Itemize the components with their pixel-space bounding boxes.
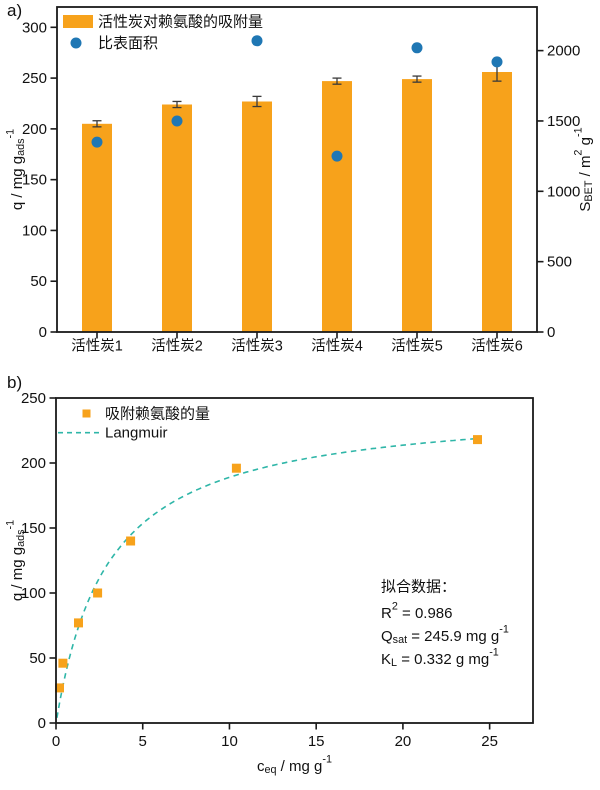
legend-bar-label: 活性炭对赖氨酸的吸附量 <box>98 13 263 30</box>
left-tick-label: 200 <box>22 120 47 137</box>
left-axis-title: q / mg gads-1 <box>4 129 27 210</box>
error-bar-4 <box>332 77 342 85</box>
bar-3 <box>242 101 272 332</box>
x-tick-label: 15 <box>308 733 325 750</box>
plot-frame-a <box>56 6 538 333</box>
plot-frame-b <box>55 397 534 724</box>
scatter-points-group <box>55 435 482 693</box>
y-tick-label: 150 <box>21 520 46 537</box>
annotation-line-1: R2 = 0.986 <box>381 600 453 621</box>
category-label-4: 活性炭4 <box>311 338 363 355</box>
legend-square-label: 吸附赖氨酸的量 <box>105 405 210 422</box>
left-tick-label: 100 <box>22 222 47 239</box>
y-tick-label: 100 <box>21 585 46 602</box>
annotation-title: 拟合数据： <box>381 578 456 595</box>
x-tick-label: 5 <box>139 733 147 750</box>
left-tick-label: 150 <box>22 171 47 188</box>
bars-group <box>82 62 512 332</box>
scatter-point-6 <box>231 463 241 473</box>
panel-a-label: a) <box>7 1 23 20</box>
right-tick-label: 1500 <box>547 112 580 129</box>
panel-b: 0 50 100 150 200 250 0 5 10 15 20 25 q / mg gads-1 ce… <box>4 390 534 776</box>
sbet-dots-group <box>91 35 503 162</box>
sbet-dot-4 <box>331 150 343 162</box>
error-bar-2 <box>172 100 182 109</box>
bar-6 <box>482 72 512 332</box>
y-axis-title: q / mg gads-1 <box>4 520 27 601</box>
category-label-1: 活性炭1 <box>71 338 123 355</box>
legend-dot-label: 比表面积 <box>98 35 158 52</box>
legend-square-swatch <box>82 409 91 418</box>
error-bar-3 <box>252 95 262 108</box>
panel-a: 0 50 100 150 200 250 300 0 500 1000 1500 2000 活性炭1 活性… <box>4 6 595 355</box>
sbet-dot-3 <box>251 35 263 47</box>
x-tick-label: 20 <box>395 733 412 750</box>
category-label-5: 活性炭5 <box>391 338 443 355</box>
scatter-point-7 <box>473 435 482 445</box>
left-tick-label: 250 <box>22 70 47 87</box>
left-tick-label: 300 <box>22 19 47 36</box>
sbet-dot-2 <box>171 115 183 127</box>
y-tick-label: 50 <box>29 650 46 667</box>
legend-bar-swatch <box>63 15 93 28</box>
panel-b-label: b) <box>7 373 23 392</box>
legend-dot-swatch <box>70 37 82 49</box>
left-tick-label: 0 <box>39 324 47 341</box>
x-tick-label: 25 <box>481 733 498 750</box>
bar-5 <box>402 79 432 332</box>
scatter-point-3 <box>74 618 83 628</box>
bar-4 <box>322 81 352 332</box>
x-tick-label: 10 <box>221 733 238 750</box>
scatter-point-5 <box>126 536 136 546</box>
category-label-3: 活性炭3 <box>231 338 283 355</box>
x-axis-title: ceq / mg g-1 <box>257 753 332 776</box>
right-axis-title: SBET / m2 g-1 <box>572 127 595 211</box>
bar-2 <box>162 104 192 332</box>
error-bar-5 <box>412 75 422 83</box>
sbet-dot-6 <box>491 56 503 68</box>
right-tick-label: 500 <box>547 253 572 270</box>
left-tick-label: 50 <box>30 273 47 290</box>
sbet-dot-1 <box>91 136 103 148</box>
y-tick-label: 250 <box>21 390 46 407</box>
legend-b: 吸附赖氨酸的量 Langmuir <box>58 405 210 441</box>
scatter-point-1 <box>55 683 64 693</box>
x-tick-label: 0 <box>52 733 60 750</box>
category-label-6: 活性炭6 <box>471 338 523 355</box>
right-tick-label: 2000 <box>547 42 580 59</box>
y-tick-label: 0 <box>38 715 46 732</box>
legend-dash-label: Langmuir <box>105 424 168 441</box>
category-label-2: 活性炭2 <box>151 338 203 355</box>
y-tick-label: 200 <box>21 455 46 472</box>
scatter-point-2 <box>58 658 68 668</box>
error-bar-1 <box>92 120 102 128</box>
scatter-point-4 <box>93 588 103 598</box>
sbet-dot-5 <box>411 42 423 54</box>
right-tick-label: 1000 <box>547 183 580 200</box>
right-tick-label: 0 <box>547 324 555 341</box>
bar-1 <box>82 123 112 332</box>
annotation-line-2: Qsat = 245.9 mg g-1 <box>381 623 509 646</box>
annotation-line-3: KL = 0.332 g mg-1 <box>381 646 499 669</box>
